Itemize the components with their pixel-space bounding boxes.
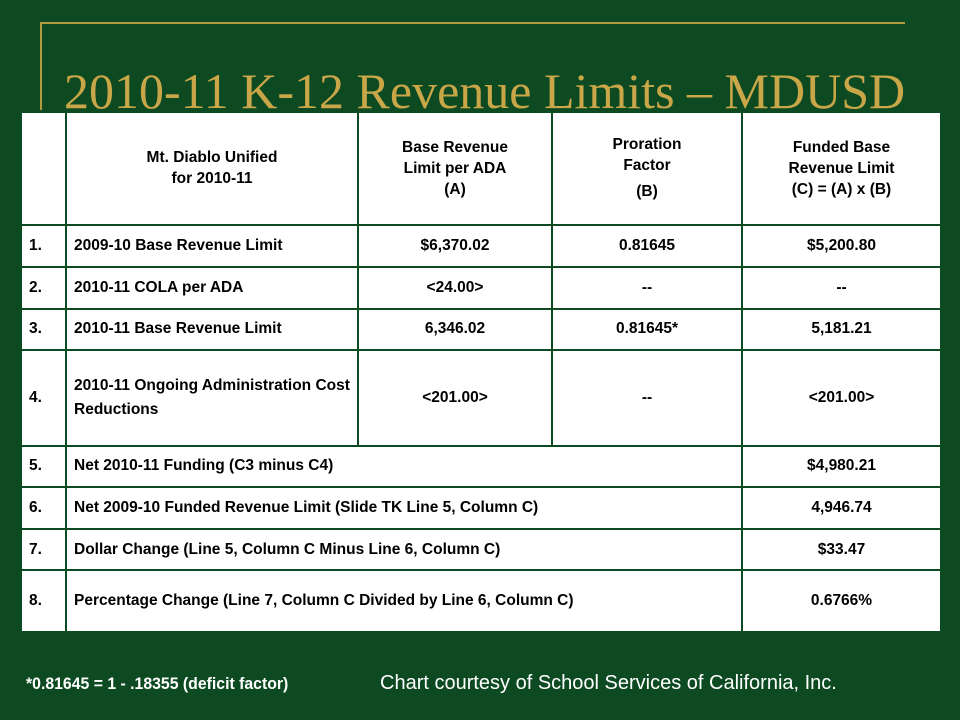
row-value-c: $33.47 [741, 527, 942, 572]
revenue-table-container: Mt. Diablo Unified for 2010-11 Base Reve… [20, 111, 942, 633]
header-line: Base Revenue [402, 138, 508, 156]
row-label: Percentage Change (Line 7, Column C Divi… [65, 569, 743, 633]
header-line: Factor [623, 157, 671, 175]
row-value-c: <201.00> [741, 349, 942, 447]
row-value-a: <201.00> [357, 349, 553, 447]
deficit-factor-note: *0.81645 = 1 - .18355 (deficit factor) [26, 674, 289, 693]
table-header-row: Mt. Diablo Unified for 2010-11 Base Reve… [20, 111, 942, 226]
row-value-b: 0.81645 [551, 223, 743, 268]
row-value-c: 0.6766% [741, 569, 942, 633]
row-number: 4. [20, 349, 67, 447]
row-number: 8. [20, 569, 67, 633]
header-line: (B) [636, 183, 658, 201]
row-label: 2010-11 Ongoing Administration Cost Redu… [65, 349, 359, 447]
row-value-c: $5,200.80 [741, 223, 942, 268]
header-line: (A) [444, 180, 466, 198]
row-label: 2010-11 Base Revenue Limit [65, 307, 359, 352]
header-line: Mt. Diablo Unified [146, 149, 278, 167]
row-value-c: 4,946.74 [741, 485, 942, 530]
row-label: 2010-11 COLA per ADA [65, 265, 359, 310]
slide-title: 2010-11 K-12 Revenue Limits – MDUSD [64, 63, 906, 119]
header-line: (C) = (A) x (B) [791, 180, 892, 198]
row-value-b: -- [551, 265, 743, 310]
table-row: 2. 2010-11 COLA per ADA <24.00> -- -- [20, 265, 942, 310]
table-row: 3. 2010-11 Base Revenue Limit 6,346.02 0… [20, 307, 942, 352]
header-number-cell [20, 111, 67, 226]
row-label: Dollar Change (Line 5, Column C Minus Li… [65, 527, 743, 572]
table-row: 6. Net 2009-10 Funded Revenue Limit (Sli… [20, 485, 942, 530]
row-value-a: <24.00> [357, 265, 553, 310]
table-row: 7. Dollar Change (Line 5, Column C Minus… [20, 527, 942, 572]
row-value-c: $4,980.21 [741, 444, 942, 488]
row-value-c: -- [741, 265, 942, 310]
header-district: Mt. Diablo Unified for 2010-11 [65, 111, 359, 226]
row-value-b: 0.81645* [551, 307, 743, 352]
header-line: Proration [612, 136, 682, 154]
row-value-a: $6,370.02 [357, 223, 553, 268]
decorative-frame-left [40, 22, 42, 110]
header-line: Revenue Limit [788, 159, 895, 177]
table-row: 8. Percentage Change (Line 7, Column C D… [20, 569, 942, 633]
row-number: 2. [20, 265, 67, 310]
row-number: 5. [20, 444, 67, 488]
header-line: for 2010-11 [171, 170, 253, 188]
header-line: Limit per ADA [403, 159, 507, 177]
row-value-a: 6,346.02 [357, 307, 553, 352]
row-number: 6. [20, 485, 67, 530]
row-number: 7. [20, 527, 67, 572]
row-number: 3. [20, 307, 67, 352]
header-line: Funded Base [792, 138, 891, 156]
header-proration-factor: Proration Factor (B) [551, 111, 743, 226]
revenue-limits-table: Mt. Diablo Unified for 2010-11 Base Reve… [20, 111, 942, 633]
header-base-revenue: Base Revenue Limit per ADA (A) [357, 111, 553, 226]
header-funded-base: Funded Base Revenue Limit (C) = (A) x (B… [741, 111, 942, 226]
row-value-b: -- [551, 349, 743, 447]
table-row: 5. Net 2010-11 Funding (C3 minus C4) $4,… [20, 444, 942, 488]
chart-credit: Chart courtesy of School Services of Cal… [380, 672, 837, 694]
table-row: 4. 2010-11 Ongoing Administration Cost R… [20, 349, 942, 447]
row-label: Net 2009-10 Funded Revenue Limit (Slide … [65, 485, 743, 530]
row-label: 2009-10 Base Revenue Limit [65, 223, 359, 268]
decorative-frame-top [40, 22, 905, 24]
row-number: 1. [20, 223, 67, 268]
table-row: 1. 2009-10 Base Revenue Limit $6,370.02 … [20, 223, 942, 268]
row-label: Net 2010-11 Funding (C3 minus C4) [65, 444, 743, 488]
row-value-c: 5,181.21 [741, 307, 942, 352]
